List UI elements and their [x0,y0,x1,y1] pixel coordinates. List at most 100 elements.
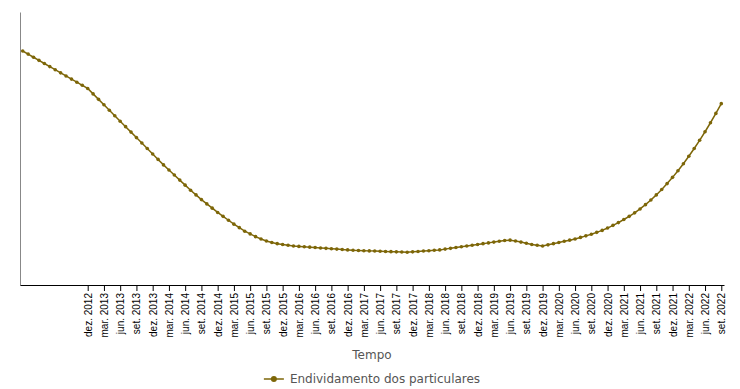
x-tick-mark [429,285,430,291]
x-tick: jun. 2016 [310,285,321,335]
x-tick: dez. 2016 [343,285,354,337]
x-tick-mark [673,285,674,291]
x-tick: jun. 2018 [440,285,451,335]
point [638,207,642,211]
point [189,188,193,192]
x-tick-mark [705,285,706,291]
point [43,62,47,66]
point [162,163,166,167]
point [633,211,637,215]
point [422,249,426,253]
point [660,188,664,192]
x-tick-mark [624,285,625,291]
point [37,59,41,63]
point [270,241,274,245]
x-tick-label: jun. 2022 [700,293,711,336]
point [530,243,534,247]
point [26,52,30,56]
point [351,248,355,252]
x-tick-label: dez. 2016 [343,293,354,337]
x-tick-label: jun. 2021 [635,293,646,336]
x-tick-mark [104,285,105,291]
x-tick-mark [315,285,316,291]
x-tick-mark [559,285,560,291]
x-tick-mark [461,285,462,291]
x-tick-label: jun. 2015 [245,293,256,336]
line [23,51,722,252]
x-tick: set. 2021 [651,285,662,334]
x-tick-mark [331,285,332,291]
point [91,92,95,96]
x-tick-mark [478,285,479,291]
x-tick-label: mar. 2017 [359,293,370,338]
point [590,233,594,237]
point [156,158,160,162]
x-tick: set. 2019 [521,285,532,334]
point [389,250,393,254]
point [102,103,106,107]
x-tick-mark [185,285,186,291]
point [151,152,155,156]
point [275,242,279,246]
point [303,245,307,249]
point [617,221,621,225]
point [357,249,361,253]
point [378,249,382,253]
point [129,130,133,134]
x-tick: dez. 2021 [668,285,679,337]
x-tick: mar. 2015 [229,285,240,337]
x-tick-label: set. 2016 [326,293,337,335]
x-tick: jun. 2014 [180,285,191,335]
point [281,243,285,247]
point [140,141,144,145]
x-tick-mark [689,285,690,291]
x-tick-mark [591,285,592,291]
point [373,249,377,253]
plot-area: dez. 2012mar. 2013jun. 2013set. 2013dez.… [21,13,728,338]
x-tick: set. 2013 [131,285,142,334]
x-axis-title: Tempo [351,348,391,362]
point [324,247,328,251]
point [80,84,84,88]
point [108,108,112,112]
x-tick: jun. 2015 [245,285,256,335]
x-tick-label: dez. 2020 [603,293,614,337]
x-tick-label: set. 2017 [391,293,402,335]
x-tick-label: dez. 2014 [213,293,224,337]
point [238,226,242,230]
x-tick-label: set. 2021 [651,293,662,335]
x-tick-label: mar. 2020 [554,293,565,338]
point [194,193,198,197]
point [248,232,252,236]
x-tick-mark [510,285,511,291]
point [449,247,453,251]
x-tick-label: jun. 2014 [180,293,191,336]
x-tick-label: dez. 2021 [668,293,679,337]
point [216,211,220,215]
x-tick-label: dez. 2013 [148,293,159,337]
x-tick-mark [153,285,154,291]
x-tick: dez. 2020 [603,285,614,337]
x-tick-label: dez. 2019 [538,293,549,337]
point [487,241,491,245]
x-tick: dez. 2012 [83,285,94,337]
point [113,114,117,118]
x-tick: jun. 2021 [635,285,646,335]
point [183,183,187,187]
point [676,169,680,173]
point [97,98,101,102]
point [59,71,63,75]
x-tick: jun. 2019 [505,285,516,335]
point [75,80,79,84]
x-tick-mark [234,285,235,291]
point [330,247,334,251]
point [210,206,214,210]
x-tick: mar. 2021 [619,285,630,337]
point [443,247,447,251]
x-tick-mark [266,285,267,291]
point [692,147,696,151]
x-tick: dez. 2013 [148,285,159,337]
x-tick: mar. 2018 [424,285,435,337]
point [497,240,501,244]
x-tick-label: jun. 2016 [310,293,321,336]
